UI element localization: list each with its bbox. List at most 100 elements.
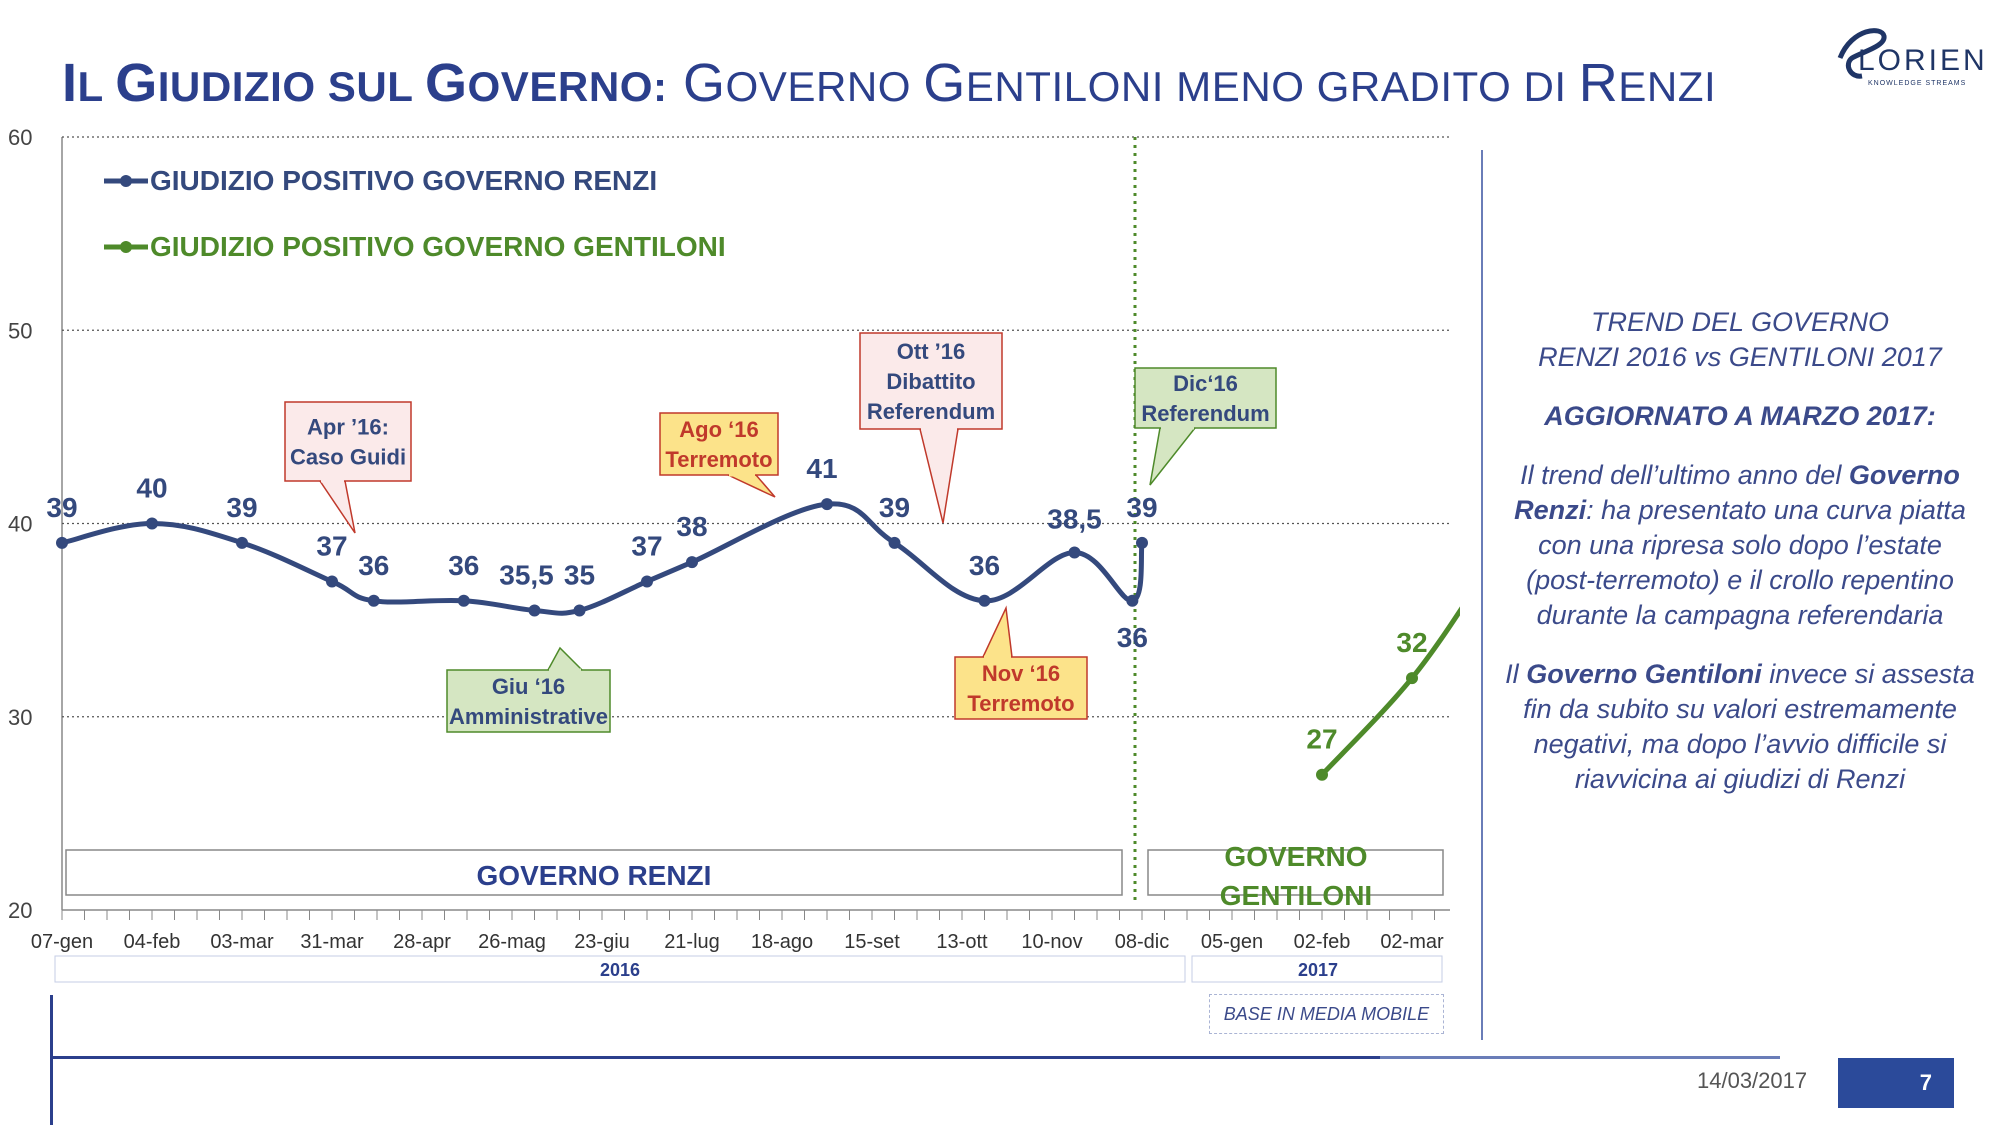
callout-text: Nov ‘16	[982, 661, 1060, 686]
data-label-renzi: 40	[136, 473, 167, 504]
callout-tail	[546, 646, 584, 671]
data-point-renzi	[978, 594, 991, 607]
page-title: IL GIUDIZIO SUL GOVERNO: GOVERNO GENTILO…	[62, 53, 1717, 113]
data-point-renzi	[641, 575, 653, 588]
x-tick-label: 26-mag	[478, 931, 546, 953]
y-tick-60: 60	[8, 125, 32, 150]
footer-rule	[52, 1056, 1452, 1059]
x-tick-label: 04-feb	[124, 931, 181, 953]
x-tick-label: 15-set	[844, 931, 900, 953]
y-tick-50: 50	[8, 318, 32, 343]
data-point-renzi	[326, 575, 338, 588]
vertical-divider	[1481, 150, 1483, 1040]
data-point-renzi	[573, 604, 586, 617]
data-label-renzi: 37	[316, 530, 347, 561]
data-point-renzi	[367, 594, 380, 607]
data-label-renzi: 39	[226, 492, 257, 523]
data-point-renzi	[821, 498, 833, 511]
data-label-renzi: 36	[1117, 622, 1148, 653]
callout-text: Dibattito	[886, 369, 975, 394]
callout-tail	[981, 605, 1013, 658]
data-point-renzi	[1068, 546, 1081, 559]
data-label-gentiloni: 27	[1306, 724, 1337, 755]
callout-text: Giu ‘16	[492, 674, 565, 699]
y-tick-30: 30	[8, 705, 32, 730]
data-point-renzi	[457, 594, 470, 607]
data-point-gentiloni	[1316, 768, 1328, 781]
data-point-renzi	[1136, 536, 1148, 549]
callout-text: Amministrative	[449, 704, 608, 729]
x-tick-label: 23-giu	[574, 931, 630, 953]
callout-tail	[1149, 427, 1197, 486]
data-point-renzi	[888, 536, 901, 549]
data-label-renzi: 35	[564, 559, 595, 590]
legend-label-0: GIUDIZIO POSITIVO GOVERNO RENZI	[150, 165, 657, 196]
x-tick-label: 05-gen	[1201, 931, 1263, 953]
page-number: 7	[1838, 1058, 1954, 1108]
side-heading-2: RENZI 2016 vs GENTILONI 2017	[1538, 342, 1942, 372]
period-box-renzi	[65, 849, 1123, 896]
x-tick-label: 02-feb	[1294, 931, 1351, 953]
logo-word: LORIEN	[1858, 44, 1988, 77]
callout-text: Caso Guidi	[290, 445, 406, 470]
callout-box	[659, 412, 779, 476]
callout-text: Ago ‘16	[679, 417, 758, 442]
callout-text: Apr ’16:	[307, 415, 389, 440]
year-label-2017: 2017	[1298, 960, 1338, 980]
callout-box	[446, 669, 611, 733]
callout-box	[859, 332, 1003, 430]
base-note: BASE IN MEDIA MOBILE	[1209, 994, 1444, 1034]
data-label-renzi: 38,5	[1047, 503, 1102, 534]
data-point-renzi	[686, 556, 698, 569]
year-box-2017	[1191, 955, 1443, 983]
period-label-gentiloni-2: GENTILONI	[1220, 880, 1372, 911]
side-paragraph-renzi: Il trend dell’ultimo anno del Governo Re…	[1514, 460, 1966, 630]
series-line-gentiloni	[1319, 606, 1460, 778]
x-tick-label: 03-mar	[210, 931, 274, 953]
legend-marker-0	[120, 175, 132, 187]
footer-date: 14/03/2017	[1697, 1068, 1808, 1093]
legend-marker-1	[120, 241, 132, 253]
year-box-2016	[54, 955, 1186, 983]
side-panel: TREND DEL GOVERNO RENZI 2016 vs GENTILON…	[1500, 305, 1980, 797]
callout-text: Terremoto	[967, 691, 1074, 716]
x-tick-label: 02-mar	[1380, 931, 1444, 953]
period-label-renzi: GOVERNO RENZI	[477, 860, 712, 891]
data-label-renzi: 35,5	[499, 559, 554, 590]
data-label-renzi: 36	[448, 550, 479, 581]
callout-tail	[727, 474, 776, 498]
callout-box	[954, 656, 1088, 720]
y-tick-40: 40	[8, 512, 32, 537]
data-label-renzi: 39	[46, 492, 77, 523]
data-point-renzi	[1126, 594, 1139, 607]
data-point-gentiloni	[1406, 672, 1418, 685]
data-point-renzi	[236, 536, 248, 549]
side-updated: AGGIORNATO A MARZO 2017:	[1544, 401, 1936, 431]
year-label-2016: 2016	[600, 960, 640, 980]
footer-vertical-rule	[50, 995, 53, 1125]
callout-box	[284, 401, 412, 482]
logo-tagline: KNOWLEDGE STREAMS	[1868, 80, 1967, 87]
data-label-renzi: 36	[358, 550, 389, 581]
data-label-renzi: 36	[969, 550, 1000, 581]
y-tick-20: 20	[8, 898, 32, 923]
callout-text: Ott ’16	[897, 339, 965, 364]
callout-box	[1134, 367, 1277, 429]
callout-tail	[919, 428, 959, 524]
callout-text: Terremoto	[665, 447, 772, 472]
data-label-renzi: 39	[1126, 492, 1157, 523]
data-label-renzi: 37	[631, 530, 662, 561]
callout-text: Dic‘16	[1173, 371, 1238, 396]
data-point-renzi	[146, 517, 158, 530]
x-tick-label: 21-lug	[664, 931, 720, 953]
data-label-renzi: 41	[806, 453, 837, 484]
side-heading-1: TREND DEL GOVERNO	[1590, 307, 1890, 337]
x-tick-label: 07-gen	[31, 931, 93, 953]
x-tick-label: 18-ago	[751, 931, 813, 953]
data-point-renzi	[56, 536, 68, 549]
trend-chart: 20 30 40 50 60 07-gen 04-feb 03-mar 31-mar 28-apr…	[8, 125, 1460, 983]
period-label-gentiloni-1: GOVERNO	[1224, 841, 1367, 872]
data-label-renzi: 38	[676, 511, 707, 542]
side-paragraph-gentiloni: Il Governo Gentiloni invece si assesta f…	[1505, 659, 1975, 794]
data-label-gentiloni: 32	[1396, 627, 1427, 658]
